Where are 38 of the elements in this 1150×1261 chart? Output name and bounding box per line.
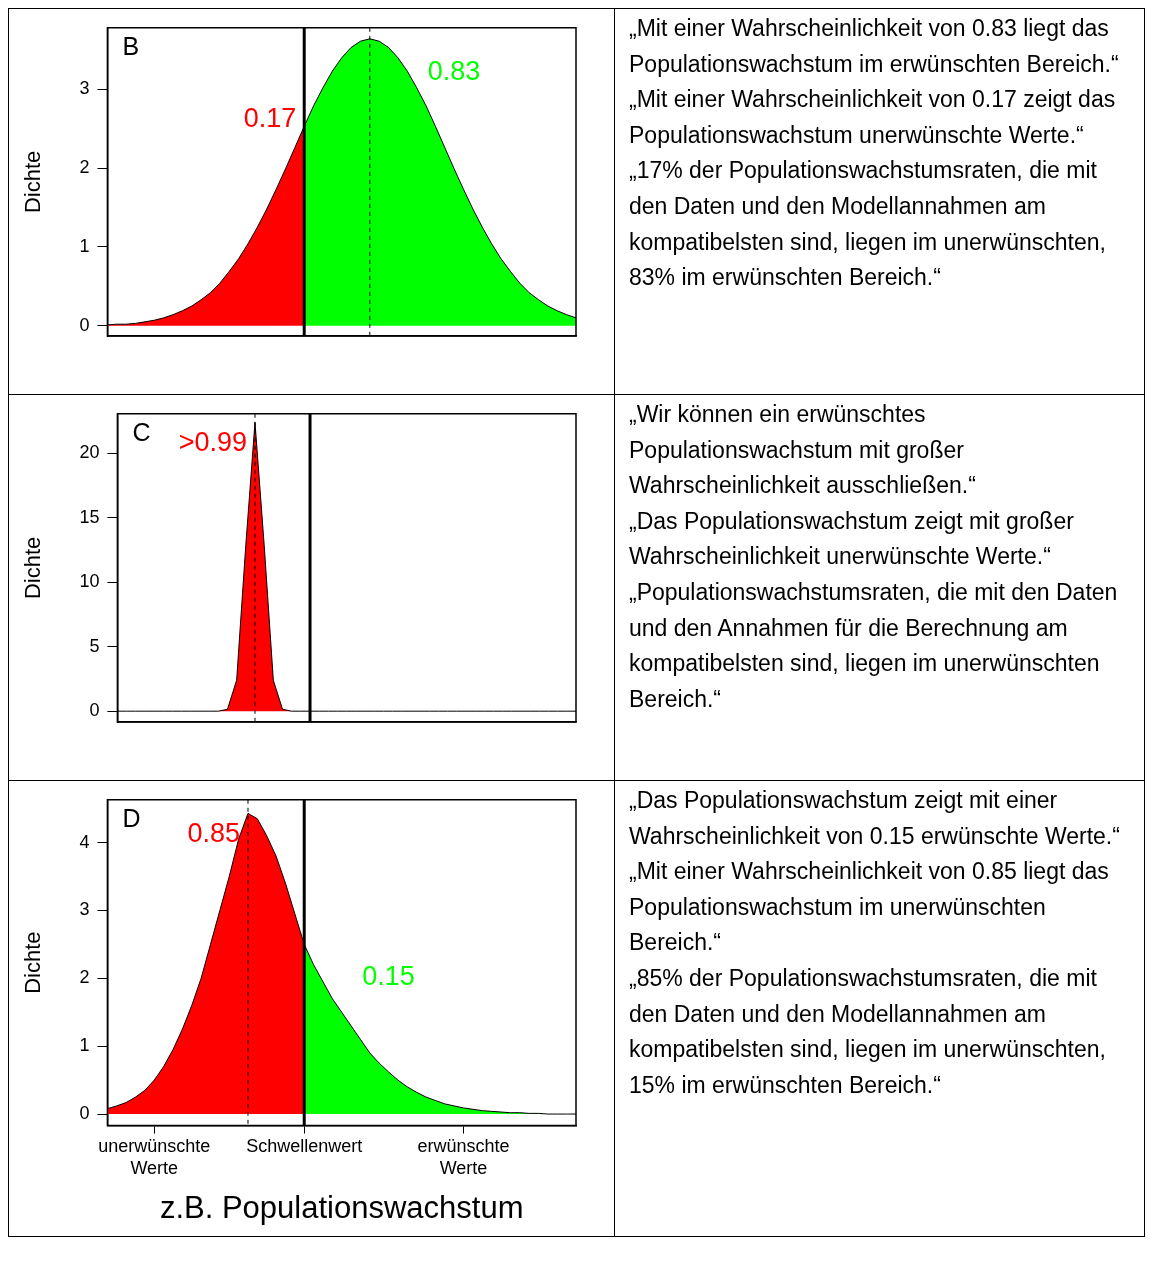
y-tick-label: 3	[79, 78, 90, 99]
y-tick-label: 20	[79, 442, 100, 463]
y-axis-title: Dichte	[20, 931, 46, 994]
y-tick-label: 0	[89, 700, 100, 721]
text: „Das Populationswachstum zeigt mit einer Wahrscheinlichkeit von 0.15 erwünschte Werte.“	[629, 786, 1121, 851]
text: „Mit einer Wahrscheinlichkeit von 0.85 liegt das Populationswachstum im unerwünschten Bereich.“	[629, 857, 1110, 958]
y-tick-label: 1	[79, 1035, 90, 1056]
text: „85% der Populationswachstumsraten, die mit den Daten und den Modellannahmen am kompatibelsten sind, liegen im unerwünschten, 15% im erwünschten Bereich.“	[629, 963, 1107, 1100]
x-tick-label: Schwellenwert	[246, 1136, 363, 1157]
text: „Das Populationswachstum zeigt mit großer Wahrscheinlichkeit unerwünschte Werte.“	[629, 506, 1075, 572]
chart-title: D	[122, 804, 141, 833]
y-tick-label: 4	[79, 831, 90, 852]
y-tick-label: 15	[79, 506, 100, 527]
annotation: 0.17	[243, 103, 297, 134]
text: „Mit einer Wahrscheinlichkeit von 0.83 liegt das Populationswachstum im erwünschten Bereich.“	[629, 14, 1120, 79]
y-tick-label: 3	[79, 899, 90, 920]
annotation: 0.83	[427, 55, 481, 86]
y-tick-label: 10	[79, 571, 100, 592]
y-axis-title: Dichte	[20, 150, 46, 214]
text: „Wir können ein erwünschtes Populationswachstum mit großer Wahrscheinlichkeit ausschließen.“	[629, 400, 977, 501]
y-tick-label: 0	[79, 1103, 90, 1124]
y-tick-label: 1	[79, 235, 90, 256]
x-axis-title: z.B. Populationswachstum	[159, 1189, 524, 1225]
y-tick-label: 2	[79, 967, 90, 988]
y-tick-label: 5	[89, 635, 100, 656]
annotation: >0.99	[178, 427, 247, 458]
y-axis-title: Dichte	[20, 536, 46, 600]
annotation: 0.85	[187, 818, 240, 849]
text: „Mit einer Wahrscheinlichkeit von 0.17 zeigt das Populationswachstum unerwünschte Werte.“	[629, 85, 1117, 150]
x-tick-label: unerwünschte Werte	[98, 1136, 211, 1178]
chart-title: B	[122, 32, 140, 61]
annotation: 0.15	[362, 961, 415, 992]
y-tick-label: 0	[79, 314, 90, 335]
text: „17% der Populationswachstumsraten, die mit den Daten und den Modellannahmen am kompatibelsten sind, liegen im unerwünschten, 83% im erwünschten Bereich.“	[629, 156, 1107, 293]
y-tick-label: 2	[79, 157, 90, 178]
text: „Populationswachstumsraten, die mit den Daten und den Annahmen für die Berechnung am kompatibelsten sind, liegen im unerwünschten Bereich.“	[629, 577, 1119, 714]
x-tick-label: erwünschte Werte	[417, 1136, 510, 1178]
chart-title: C	[132, 418, 151, 447]
